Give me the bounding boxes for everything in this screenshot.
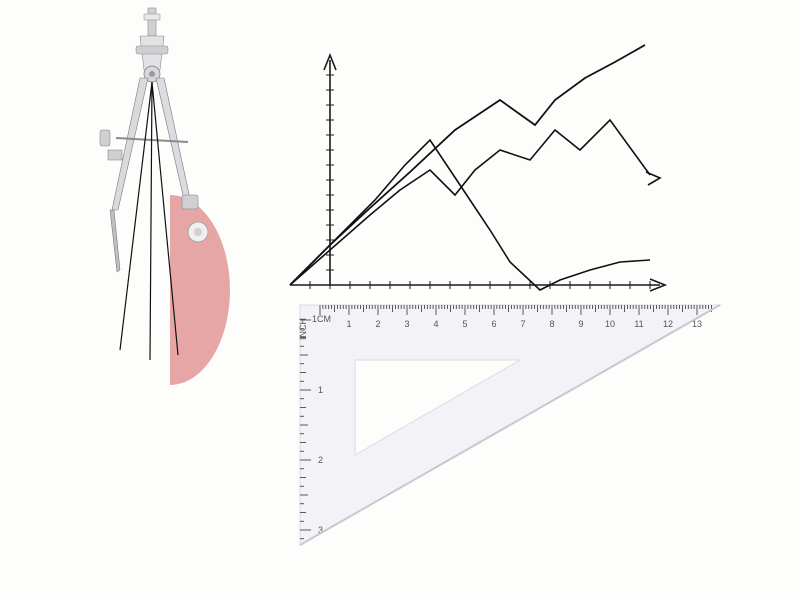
ruler-cm-label: 1	[346, 319, 351, 329]
ruler-unit-top: 1CM	[312, 314, 331, 324]
ruler-cm-label: 3	[404, 319, 409, 329]
ruler-inch-label: 1	[318, 385, 323, 395]
ruler-cm-label: 7	[520, 319, 525, 329]
ruler-cm-label: 6	[491, 319, 496, 329]
ruler-cm-label: 5	[462, 319, 467, 329]
ruler-cm-label: 12	[663, 319, 673, 329]
ruler-cm-label: 4	[433, 319, 438, 329]
ruler-unit-side: INCH	[298, 318, 308, 340]
illustration-canvas: 12345678910111213 1CM 123 INCH	[0, 0, 800, 600]
ruler-cm-label: 8	[549, 319, 554, 329]
ruler-cm-label: 2	[375, 319, 380, 329]
ruler-inch-label: 2	[318, 455, 323, 465]
line-chart	[290, 45, 665, 291]
ruler-cm-label: 9	[578, 319, 583, 329]
ruler-cm-label: 11	[634, 319, 643, 329]
set-square-ruler: 12345678910111213 1CM 123 INCH	[298, 305, 720, 545]
ruler-cm-label: 10	[605, 319, 615, 329]
